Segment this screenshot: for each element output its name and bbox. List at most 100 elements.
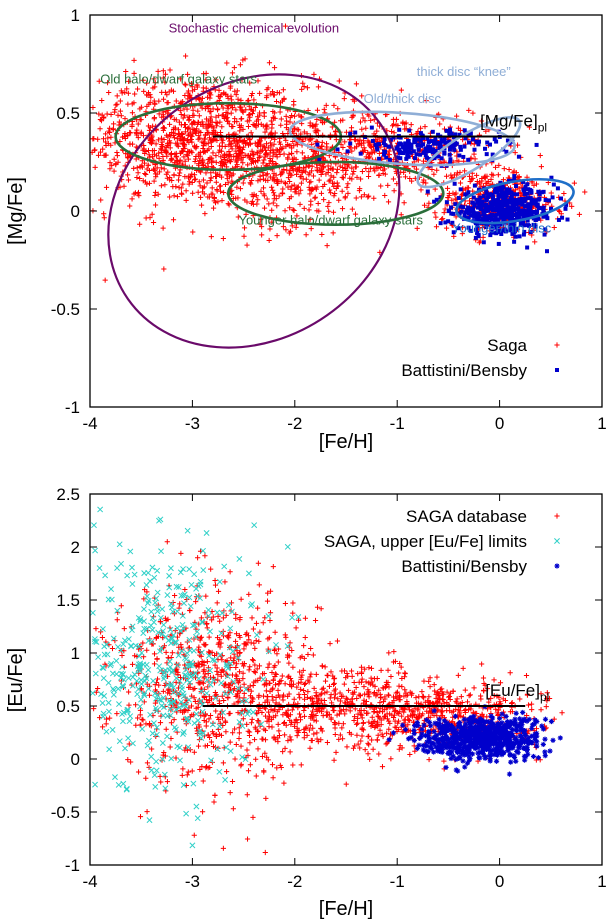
mg-fe-point [110,121,117,127]
mg-fe-point [513,229,518,234]
eu-fe-point [446,693,453,700]
eu-fe-point [301,735,307,741]
mg-fe-point [292,189,298,195]
mg-fe-point [167,177,173,183]
eu-fe-point [529,706,535,713]
mg-fe-point [269,219,275,225]
mg-fe-point [308,226,314,232]
mg-fe-point [176,184,182,191]
mg-fe-point [254,201,260,207]
mg-fe-point [160,225,166,231]
eu-fe-point [332,691,339,697]
mg-fe-point [492,164,499,170]
eu-fe-point [238,596,244,602]
mg-fe-point [452,147,457,152]
eu-fe-point [351,714,358,720]
mg-fe-point [433,224,440,230]
mg-fe-point [186,139,192,145]
mg-fe-point [237,62,244,68]
mg-fe-point [477,214,482,219]
mg-fe-point [423,180,429,186]
eu-fe-point [295,680,302,686]
mg-fe-point [375,147,380,152]
eu-fe-point [203,641,209,648]
mg-fe-point [175,127,182,133]
mg-fe-point [269,121,275,127]
mg-fe-point [255,178,261,184]
mg-fe-point [250,121,256,128]
mg-fe-point [418,138,423,143]
eu-fe-point [189,768,195,774]
eu-fe-point [291,723,298,729]
mg-fe-point [104,111,110,117]
mg-fe-point [127,203,133,209]
mg-fe-point [466,173,473,179]
eu-fe-point [255,718,261,724]
mg-fe-point [168,150,175,157]
mg-fe-point [151,178,157,184]
eu-fe-point [238,761,244,768]
eu-fe-point [219,693,225,699]
mg-fe-point [478,195,483,200]
mg-fe-point [225,111,231,117]
eu-fe-point [318,691,325,697]
mg-fe-point [233,107,239,113]
mg-fe-point [208,170,214,176]
mg-fe-point [177,108,183,114]
eu-fe-point [254,729,261,735]
mg-fe-point [417,125,424,131]
mg-fe-point [301,205,307,211]
mg-fe-point [540,206,545,211]
eu-fe-point [272,629,278,635]
mg-fe-point [301,129,307,135]
mg-fe-point [285,175,292,181]
mg-fe-point [254,149,260,155]
eu-fe-point [310,652,316,658]
mg-fe-point [286,151,292,157]
mg-fe-point [418,131,423,136]
mg-fe-point [189,149,195,156]
mg-fe-point [363,125,369,131]
mg-fe-point [279,168,285,174]
mg-fe-point [208,143,214,150]
mg-fe-point [299,86,305,93]
eu-fe-point [281,719,288,726]
eu-fe-point [149,626,156,633]
mg-fe-point [521,232,526,237]
mg-fe-point [133,156,139,162]
mg-fe-point [274,203,280,209]
mg-fe-point [169,129,175,136]
eu-fe-point [223,729,229,735]
mg-fe-point [358,194,364,200]
eu-fe-point [484,714,490,720]
mg-fe-point [340,175,347,181]
eu-fe-point [385,667,391,673]
mg-fe-point [382,137,387,142]
mg-fe-point [207,95,213,101]
mg-fe-point [509,221,514,226]
mg-fe-point [219,124,225,130]
mg-fe-point [525,191,530,196]
eu-fe-point [302,634,308,641]
eu-fe-point [241,681,247,687]
mg-fe-point [512,208,517,213]
mg-fe-point [426,147,431,152]
eu-fe-point [205,732,211,738]
eu-fe-point [313,692,319,699]
eu-fe-point [361,684,367,690]
eu-fe-point [305,689,311,695]
mg-fe-point [171,116,177,123]
eu-fe-point [105,699,112,706]
mg-fe-point [424,155,429,160]
eu-fe-point [276,680,282,687]
eu-fe-point [261,670,267,677]
mg-fe-point [453,214,459,220]
eu-fe-point [524,712,530,719]
mg-fe-point [446,209,451,214]
mg-fe-point [110,127,116,133]
mg-fe-point [514,184,519,189]
eu-fe-point [225,602,232,609]
mg-fe-point [186,125,192,131]
mg-fe-point [203,141,209,147]
mg-fe-point [231,138,237,144]
